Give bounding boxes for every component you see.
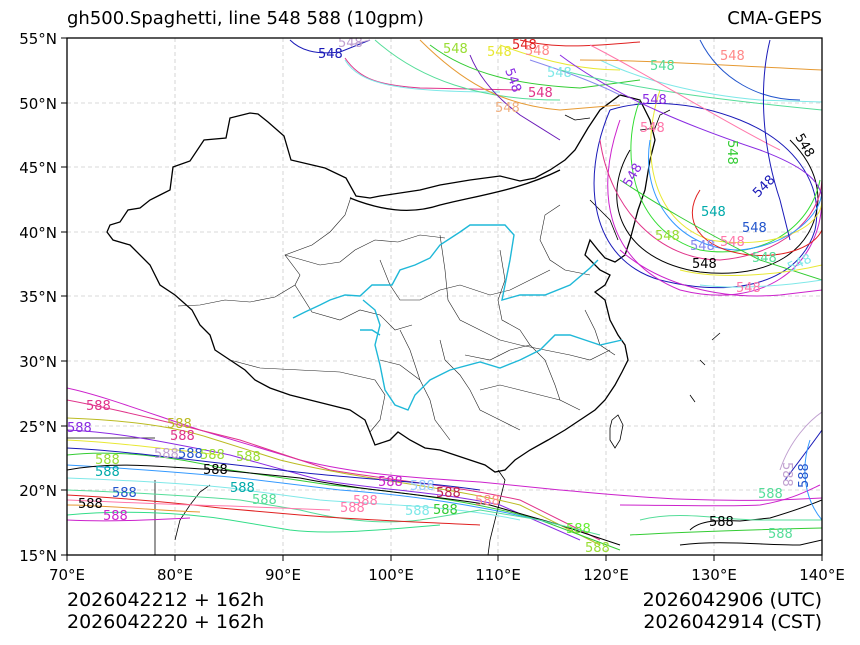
x-tick-label: 110°E [475, 566, 521, 584]
rivers [292, 224, 623, 411]
svg-text:548: 548 [742, 221, 767, 236]
x-axis-labels: 70°E 80°E 90°E 100°E 110°E 120°E 130°E 1… [49, 566, 845, 584]
china-border [106, 94, 656, 473]
svg-text:588: 588 [405, 504, 430, 519]
svg-text:548: 548 [487, 45, 512, 60]
svg-text:548: 548 [525, 44, 550, 59]
svg-text:548: 548 [443, 42, 468, 57]
svg-text:548: 548 [724, 140, 739, 165]
svg-text:588: 588 [768, 527, 793, 542]
svg-text:588: 588 [67, 421, 92, 436]
yangtze-river [362, 299, 623, 411]
y-tick-label: 25°N [19, 418, 57, 436]
y-axis-labels: 55°N 50°N 45°N 40°N 35°N 30°N 25°N 20°N … [19, 30, 57, 565]
chart-title: gh500.Spaghetti, line 548 588 (10gpm) [67, 8, 424, 29]
svg-text:548: 548 [720, 49, 745, 64]
valid-time-cst: 2026042914 (CST) [643, 611, 822, 633]
svg-text:588: 588 [585, 541, 610, 556]
svg-text:548: 548 [620, 161, 645, 190]
svg-text:548: 548 [501, 66, 524, 94]
svg-text:548: 548 [495, 101, 520, 116]
svg-text:548: 548 [720, 235, 745, 250]
svg-text:548: 548 [692, 257, 717, 272]
init-time-block: 2026042212 + 162h 2026042220 + 162h [67, 589, 264, 633]
svg-text:588: 588 [230, 481, 255, 496]
model-name: CMA-GEPS [727, 8, 822, 29]
svg-text:548: 548 [736, 281, 761, 296]
y-tick-label: 20°N [19, 482, 57, 500]
svg-text:588: 588 [154, 447, 179, 462]
x-tick-label: 130°E [691, 566, 737, 584]
axis-ticks [61, 37, 823, 561]
mongolia-border [349, 169, 561, 211]
y-tick-label: 30°N [19, 353, 57, 371]
svg-text:548: 548 [640, 121, 665, 136]
svg-text:548: 548 [528, 86, 553, 101]
y-tick-label: 15°N [19, 547, 57, 565]
gridlines [67, 38, 822, 555]
svg-text:548: 548 [338, 36, 363, 51]
contour-588-lines [67, 387, 822, 551]
svg-text:588: 588 [436, 486, 461, 501]
x-tick-label: 100°E [368, 566, 414, 584]
yellow-river [292, 224, 599, 319]
svg-text:548: 548 [752, 251, 777, 266]
y-tick-label: 40°N [19, 224, 57, 242]
svg-text:588: 588 [200, 448, 225, 463]
svg-text:588: 588 [797, 463, 812, 488]
svg-text:548: 548 [785, 252, 814, 276]
svg-text:588: 588 [78, 497, 103, 512]
svg-text:588: 588 [340, 501, 365, 516]
svg-text:548: 548 [512, 38, 537, 53]
svg-text:588: 588 [475, 494, 500, 509]
contour-548-lines [289, 39, 822, 297]
svg-text:588: 588 [758, 487, 783, 502]
svg-text:588: 588 [112, 486, 137, 501]
svg-text:588: 588 [103, 509, 128, 524]
x-tick-label: 70°E [49, 566, 85, 584]
x-tick-label: 140°E [799, 566, 845, 584]
svg-text:548: 548 [701, 205, 726, 220]
svg-text:588: 588 [170, 429, 195, 444]
y-tick-label: 35°N [19, 288, 57, 306]
svg-text:588: 588 [95, 465, 120, 480]
svg-text:588: 588 [378, 475, 403, 490]
svg-text:548: 548 [750, 173, 778, 201]
x-tick-label: 120°E [583, 566, 629, 584]
y-tick-label: 50°N [19, 95, 57, 113]
contour-labels-588: 588 588 588 588 588 588 588 588 588 588 … [67, 399, 812, 556]
plot-frame [66, 37, 823, 556]
svg-text:588: 588 [178, 447, 203, 462]
svg-text:588: 588 [203, 463, 228, 478]
y-tick-label: 55°N [19, 30, 57, 48]
x-tick-label: 90°E [265, 566, 301, 584]
svg-text:548: 548 [655, 229, 680, 244]
province-borders [177, 196, 616, 441]
svg-text:588: 588 [709, 515, 734, 530]
svg-text:548: 548 [318, 47, 343, 62]
svg-text:588: 588 [353, 494, 378, 509]
svg-text:588: 588 [410, 479, 435, 494]
svg-text:588: 588 [566, 522, 591, 537]
svg-text:588: 588 [86, 399, 111, 414]
init-time-utc: 2026042212 + 162h [67, 589, 265, 611]
x-tick-label: 80°E [157, 566, 193, 584]
svg-text:588: 588 [779, 462, 794, 487]
svg-text:588: 588 [252, 493, 277, 508]
svg-text:588: 588 [167, 417, 192, 432]
init-time-cst: 2026042220 + 162h [67, 611, 265, 633]
valid-time-block: 2026042906 (UTC) 2026042914 (CST) [643, 589, 822, 633]
y-tick-label: 45°N [19, 159, 57, 177]
svg-text:548: 548 [690, 239, 715, 254]
svg-text:548: 548 [650, 59, 675, 74]
svg-text:588: 588 [433, 503, 458, 518]
svg-text:548: 548 [547, 66, 572, 81]
svg-text:588: 588 [236, 450, 261, 465]
valid-time-utc: 2026042906 (UTC) [642, 589, 822, 611]
svg-text:548: 548 [642, 93, 667, 108]
svg-text:588: 588 [95, 453, 120, 468]
